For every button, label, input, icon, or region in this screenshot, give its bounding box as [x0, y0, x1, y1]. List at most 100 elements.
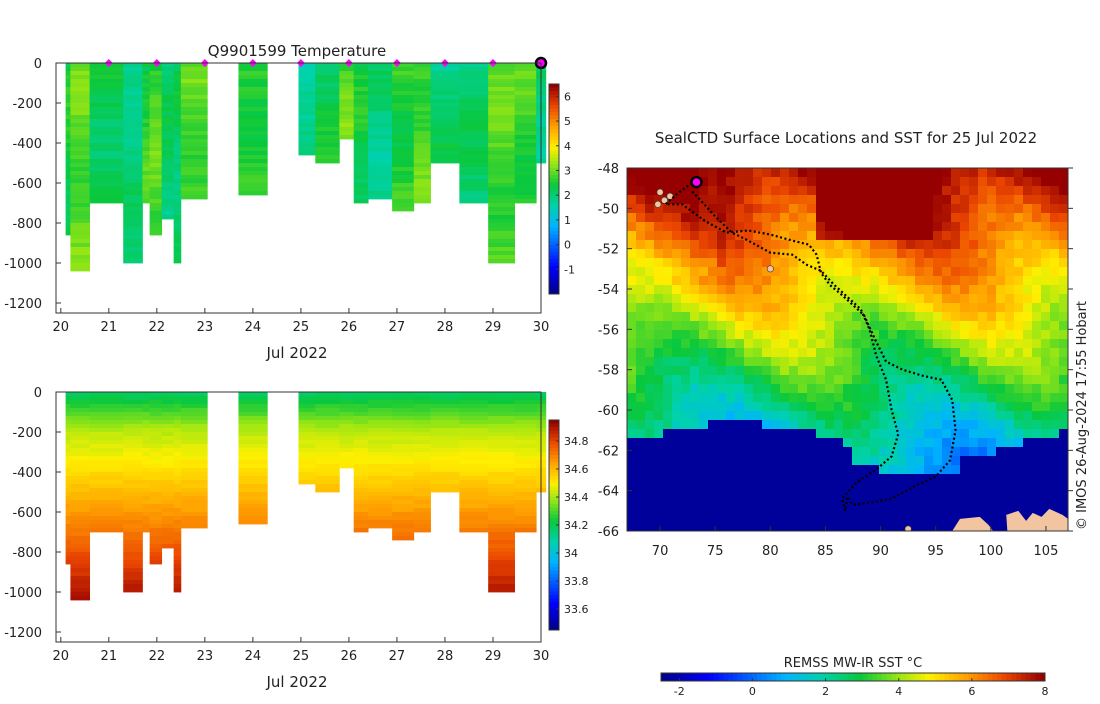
profile-cell — [488, 576, 515, 581]
sst-colorbar-segment — [872, 673, 878, 681]
sst-cell — [879, 267, 889, 277]
sst-cell — [663, 204, 673, 214]
profile-cell — [149, 87, 163, 92]
profile-cell — [161, 472, 175, 477]
sst-cell — [636, 393, 646, 403]
profile-cell — [413, 159, 431, 164]
profile-cell — [514, 520, 537, 525]
sst-cell — [924, 474, 934, 484]
profile-cell — [70, 99, 91, 104]
profile-cell — [173, 215, 182, 220]
sst-cell — [825, 384, 835, 394]
sst-cell — [690, 168, 700, 178]
colorbar-segment — [549, 147, 559, 151]
profile-cell — [161, 71, 175, 76]
profile-cell — [298, 75, 316, 80]
profile-cell — [514, 143, 537, 148]
sst-cell — [861, 402, 871, 412]
profile-cell — [70, 227, 91, 232]
sst-cell — [663, 384, 673, 394]
sst-cell — [1023, 321, 1033, 331]
profile-cell — [514, 79, 537, 84]
profile-cell — [123, 472, 143, 477]
profile-cell — [413, 83, 431, 88]
profile-cell — [315, 412, 340, 417]
profile-cell — [161, 119, 175, 124]
sst-cell — [1023, 186, 1033, 196]
profile-cell — [488, 392, 515, 397]
sst-cell — [681, 357, 691, 367]
sst-cell — [627, 483, 637, 493]
profile-cell — [413, 452, 431, 457]
profile-cell — [65, 71, 71, 76]
x-tick-label: 24 — [245, 649, 262, 664]
sst-cell — [1032, 312, 1042, 322]
profile-cell — [89, 452, 124, 457]
profile-cell — [70, 476, 91, 481]
sst-cell — [906, 420, 916, 430]
sst-cell — [798, 285, 808, 295]
sst-cell — [690, 276, 700, 286]
sst-cell — [825, 474, 835, 484]
sst-cell — [825, 213, 835, 223]
colorbar-segment — [549, 192, 559, 197]
sst-cell — [708, 528, 718, 531]
sst-cell — [744, 240, 754, 250]
sst-cell — [987, 195, 997, 205]
colorbar-segment — [549, 560, 559, 564]
profile-cell — [161, 67, 175, 72]
sst-cell — [816, 339, 826, 349]
sst-cell — [681, 528, 691, 531]
sst-cell — [699, 510, 709, 520]
profile-cell — [123, 408, 143, 413]
colorbar-tick-label: 34.6 — [564, 463, 589, 476]
profile-cell — [315, 436, 340, 441]
sst-cell — [1041, 438, 1051, 448]
profile-cell — [161, 99, 175, 104]
sst-cell — [789, 447, 799, 457]
sst-cell — [672, 276, 682, 286]
colorbar-segment — [549, 574, 559, 578]
sst-cell — [645, 375, 655, 385]
profile-cell — [70, 231, 91, 236]
sst-cell — [816, 249, 826, 259]
profile-cell — [392, 199, 415, 204]
sst-cell — [978, 456, 988, 466]
profile-cell — [173, 496, 182, 501]
profile-cell — [238, 392, 268, 397]
sst-cell — [645, 411, 655, 421]
sst-cell — [654, 393, 664, 403]
sst-cell — [762, 195, 772, 205]
sst-cell — [699, 465, 709, 475]
sst-cell — [924, 267, 934, 277]
sst-cell — [798, 483, 808, 493]
profile-cell — [413, 432, 431, 437]
sst-cell — [897, 492, 907, 502]
sst-cell — [753, 303, 763, 313]
profile-cell — [353, 127, 369, 132]
sst-cell — [744, 168, 754, 178]
profile-cell — [65, 199, 71, 204]
profile-cell — [149, 67, 163, 72]
sst-cell — [645, 294, 655, 304]
sst-cell — [1032, 267, 1042, 277]
sst-cell — [1023, 240, 1033, 250]
profile-cell — [180, 480, 208, 485]
sst-cell — [987, 501, 997, 511]
sst-cell — [1023, 366, 1033, 376]
profile-cell — [514, 436, 537, 441]
sst-cell — [708, 195, 718, 205]
sst-cell — [933, 465, 943, 475]
profile-cell — [173, 95, 182, 100]
sst-colorbar-segment — [853, 673, 859, 681]
sst-cell — [897, 519, 907, 529]
profile-cell — [413, 151, 431, 156]
profile-cell — [70, 127, 91, 132]
profile-cell — [353, 436, 369, 441]
sst-cell — [924, 366, 934, 376]
profile-cell — [173, 532, 182, 537]
sst-cell — [1023, 330, 1033, 340]
sst-cell — [870, 177, 880, 187]
profile-cell — [459, 428, 489, 433]
profile-cell — [353, 452, 369, 457]
